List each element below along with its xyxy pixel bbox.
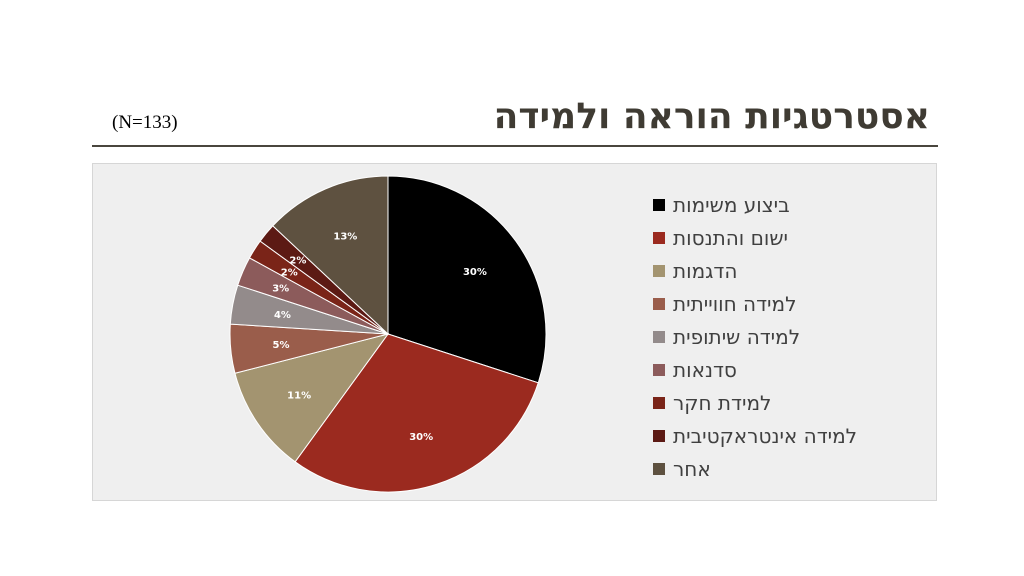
- page-title: אסטרטגיות הוראה ולמידה: [493, 96, 930, 137]
- pie-slice: [294, 333, 539, 493]
- legend-item: הדגמות: [653, 254, 913, 287]
- title-divider: [92, 145, 938, 147]
- legend-swatch: [653, 231, 665, 244]
- pie-slice: [272, 175, 389, 336]
- legend-swatch: [653, 297, 665, 310]
- legend-label: הדגמות: [673, 258, 738, 283]
- legend-label: למידת חקר: [673, 390, 772, 415]
- legend-label: למידה שיתופית: [673, 324, 801, 349]
- legend-swatch: [653, 363, 665, 376]
- pie-slice: [387, 175, 547, 384]
- chart-legend: ביצוע משימות ישום והתנסות הדגמות למידה חווי…: [653, 188, 913, 485]
- slice-data-label: 2%: [289, 255, 306, 266]
- legend-swatch: [653, 264, 665, 277]
- slice-data-label: 4%: [274, 310, 291, 321]
- slice-data-label: 30%: [463, 267, 487, 278]
- legend-swatch: [653, 330, 665, 343]
- legend-swatch: [653, 396, 665, 409]
- legend-item: למידת חקר: [653, 386, 913, 419]
- legend-item: למידה חווייתית: [653, 287, 913, 320]
- legend-item: למידה אינטראקטיבית: [653, 419, 913, 452]
- legend-swatch: [653, 198, 665, 211]
- legend-label: אחר: [673, 456, 711, 481]
- slice-data-label: 11%: [287, 390, 311, 401]
- legend-label: למידה אינטראקטיבית: [673, 423, 858, 448]
- slice-data-label: 30%: [409, 432, 433, 443]
- legend-item: אחר: [653, 452, 913, 485]
- legend-swatch: [653, 429, 665, 442]
- legend-label: ביצוע משימות: [673, 192, 790, 217]
- slice-data-label: 3%: [272, 284, 289, 295]
- chart-area: 30% 30% 11% 5% 4% 3% 2% 2% 13% ביצוע משימות ישום …: [92, 163, 937, 501]
- pie-slice: [234, 333, 390, 463]
- legend-item: ביצוע משימות: [653, 188, 913, 221]
- slice-data-label: 13%: [333, 231, 357, 242]
- slice-data-label: 2%: [281, 267, 298, 278]
- legend-swatch: [653, 462, 665, 475]
- legend-label: למידה חווייתית: [673, 291, 797, 316]
- legend-item: סדנאות: [653, 353, 913, 386]
- legend-label: ישום והתנסות: [673, 225, 788, 250]
- legend-label: סדנאות: [673, 357, 737, 382]
- legend-item: ישום והתנסות: [653, 221, 913, 254]
- sample-size-note: (N=133): [112, 112, 178, 133]
- pie-chart: 30% 30% 11% 5% 4% 3% 2%2% 13%: [229, 175, 547, 493]
- slice-data-label: 5%: [273, 340, 290, 351]
- legend-item: למידה שיתופית: [653, 320, 913, 353]
